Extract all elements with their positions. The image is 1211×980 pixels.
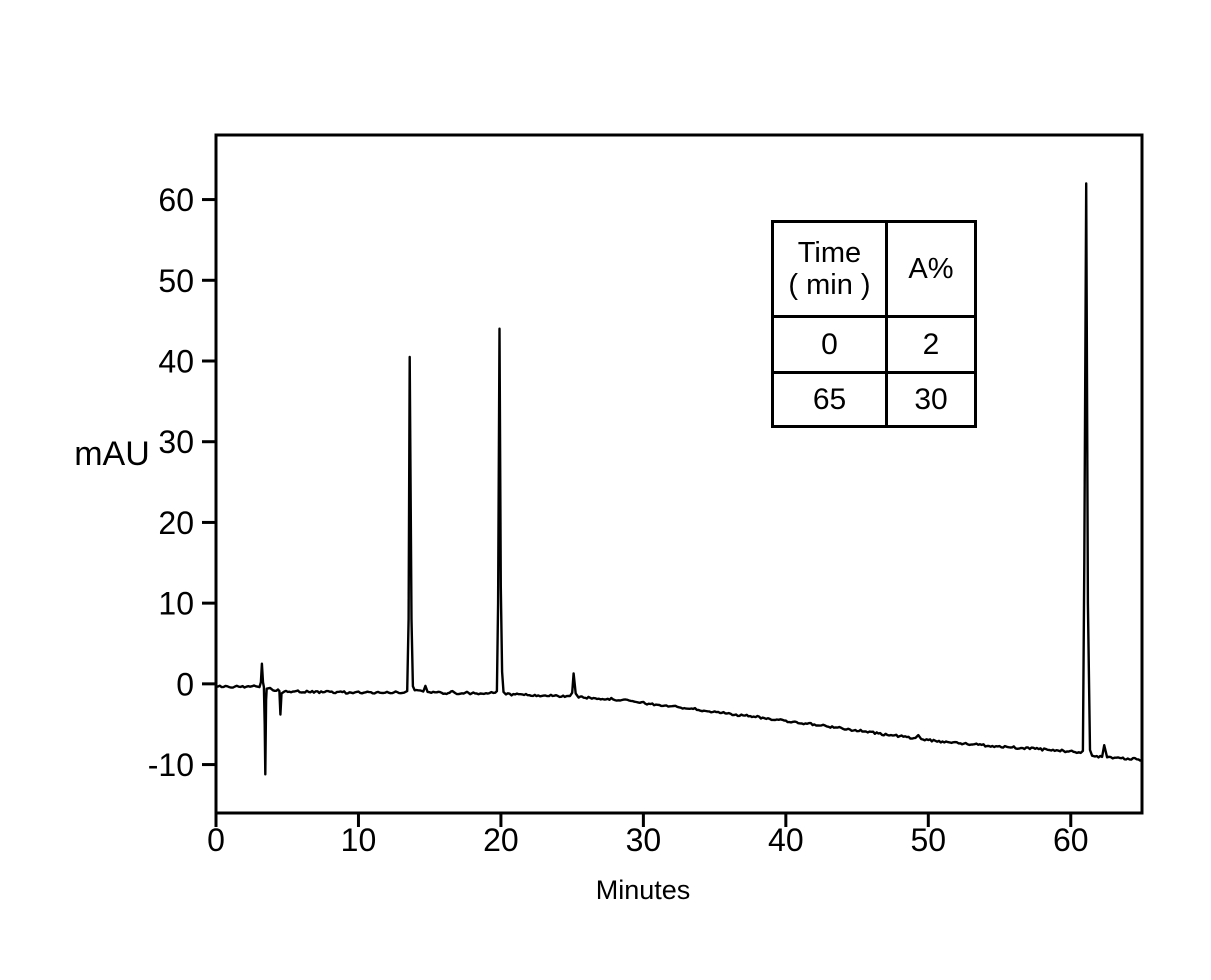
table-header-time: Time ( min ) xyxy=(774,223,888,318)
y-tick-label: 50 xyxy=(158,263,194,299)
table-cell-time-1: 65 xyxy=(774,374,888,425)
gradient-table: Time ( min ) A% 0 2 65 30 xyxy=(771,220,977,428)
y-tick-label: 20 xyxy=(158,505,194,541)
x-tick-label: 0 xyxy=(207,822,225,858)
y-tick-label: 10 xyxy=(158,586,194,622)
x-tick-label: 40 xyxy=(768,822,804,858)
y-tick-label: 40 xyxy=(158,344,194,380)
table-cell-time-0: 0 xyxy=(774,318,888,374)
y-tick-label: 60 xyxy=(158,182,194,218)
y-tick-label: -10 xyxy=(148,747,194,783)
x-axis-label: Minutes xyxy=(596,875,691,905)
x-tick-label: 60 xyxy=(1053,822,1089,858)
y-tick-label: 30 xyxy=(158,424,194,460)
table-cell-a-0: 2 xyxy=(888,318,974,374)
x-tick-label: 30 xyxy=(626,822,662,858)
plot-border xyxy=(214,133,1144,815)
y-tick-label: 0 xyxy=(176,666,194,702)
table-header-time-line2: ( min ) xyxy=(788,269,871,301)
y-axis-label: mAU xyxy=(74,435,150,473)
table-header-apercent: A% xyxy=(888,223,974,318)
x-tick-label: 20 xyxy=(483,822,519,858)
table-cell-a-1: 30 xyxy=(914,382,948,416)
table-header-time-line1: Time xyxy=(797,236,862,269)
chromatogram-trace xyxy=(214,182,1144,776)
x-tick-label: 10 xyxy=(341,822,377,858)
x-tick-label: 50 xyxy=(911,822,947,858)
